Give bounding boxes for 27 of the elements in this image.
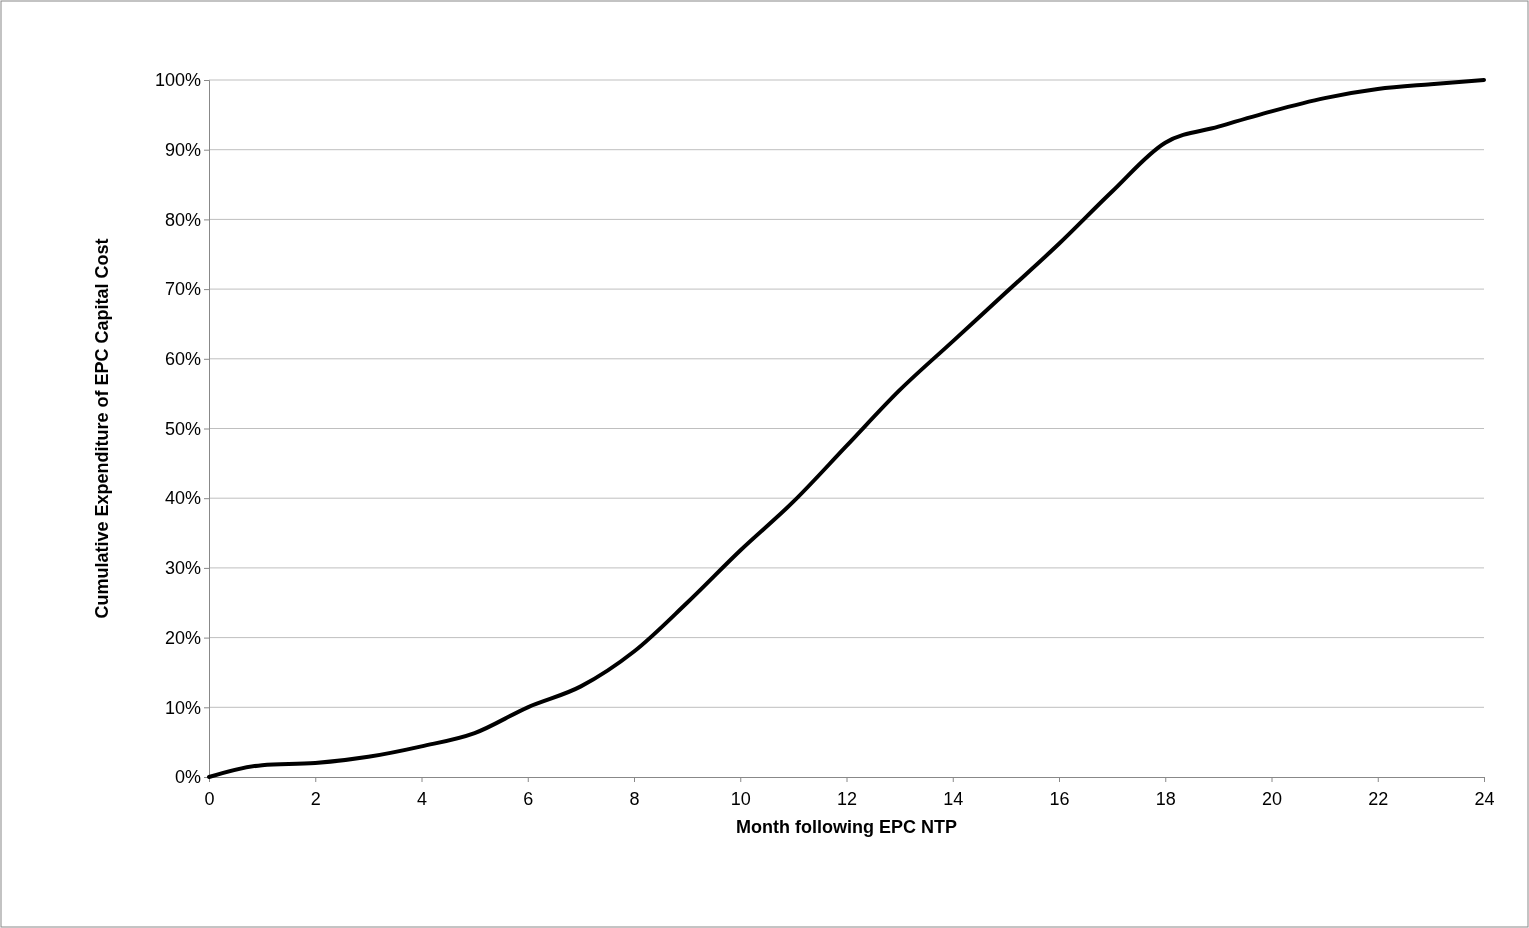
x-tick-label: 10 bbox=[730, 788, 751, 809]
y-tick-label: 10% bbox=[164, 697, 201, 718]
y-tick-label: 50% bbox=[164, 418, 201, 439]
x-tick-label: 16 bbox=[1049, 788, 1070, 809]
y-tick-label: 20% bbox=[164, 627, 201, 648]
y-tick-label: 100% bbox=[154, 70, 201, 91]
x-tick-label: 4 bbox=[416, 788, 428, 809]
y-tick-label: 40% bbox=[164, 488, 201, 509]
x-tick-label: 12 bbox=[836, 788, 858, 809]
y-tick-label: 70% bbox=[164, 279, 201, 300]
x-tick-label: 24 bbox=[1474, 788, 1495, 809]
x-tick-label: 0 bbox=[204, 788, 215, 809]
x-tick-label: 18 bbox=[1155, 788, 1176, 809]
y-tick-label: 90% bbox=[164, 139, 201, 160]
x-tick-label: 20 bbox=[1261, 788, 1283, 809]
y-tick-label: 30% bbox=[164, 558, 201, 579]
x-tick-label: 8 bbox=[629, 788, 640, 809]
x-tick-label: 14 bbox=[943, 788, 964, 809]
y-tick-label: 60% bbox=[164, 349, 201, 370]
x-axis-title: Month following EPC NTP bbox=[736, 817, 957, 837]
y-tick-label: 80% bbox=[164, 209, 201, 230]
y-tick-label: 0% bbox=[174, 767, 201, 788]
x-tick-label: 22 bbox=[1368, 788, 1389, 809]
x-tick-label: 2 bbox=[310, 788, 321, 809]
x-tick-label: 6 bbox=[523, 788, 534, 809]
line-series bbox=[207, 78, 1486, 779]
y-axis-title: Cumulative Expenditure of EPC Capital Cost bbox=[92, 238, 112, 619]
